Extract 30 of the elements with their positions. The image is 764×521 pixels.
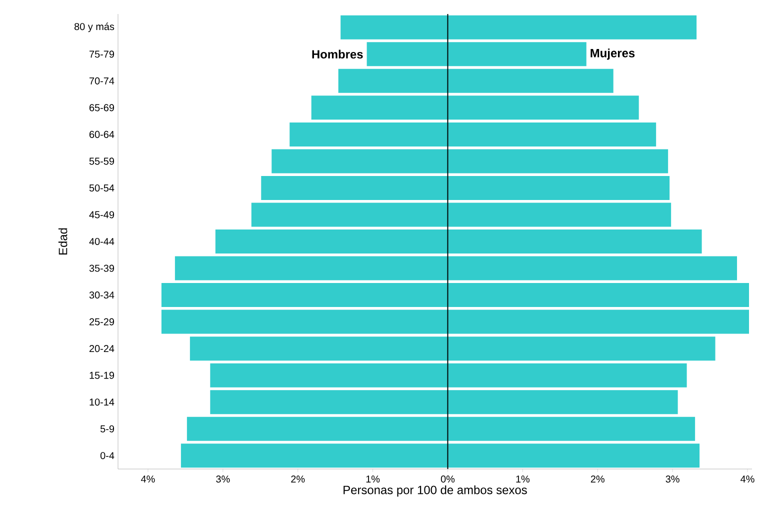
y-tick-label: 40-44 (89, 238, 114, 246)
y-tick-label: 70-74 (90, 77, 114, 84)
y-tick-label: 65-69 (90, 104, 114, 112)
series-label: Mujeres (590, 48, 635, 60)
x-tick-label: 4% (740, 476, 754, 482)
y-tick-label: 45-49 (89, 211, 114, 218)
y-tick-label: 20-24 (90, 345, 114, 352)
y-tick-label: 75-79 (90, 50, 114, 58)
y-tick-label: 10-14 (90, 398, 114, 406)
x-tick-label: 1% (516, 476, 530, 482)
y-tick-label: 55-59 (89, 158, 114, 165)
x-tick-label: 0% (440, 476, 455, 483)
y-tick-label: 25-29 (90, 318, 114, 326)
x-tick-label: 3% (216, 476, 230, 483)
y-tick-label: 35-39 (89, 264, 114, 272)
y-axis-title: Edad (58, 228, 68, 254)
y-tick-label: 30-34 (89, 292, 114, 299)
x-tick-label: 2% (590, 476, 604, 483)
x-tick-label: 1% (366, 476, 380, 482)
y-tick-label: 5-9 (100, 425, 114, 432)
series-label: Hombres (312, 50, 363, 59)
y-tick-label: 80 y más (74, 22, 114, 32)
y-tick-label: 60-64 (90, 130, 114, 138)
x-tick-label: 2% (291, 476, 305, 483)
x-axis-title: Personas por 100 de ambos sexos (344, 485, 527, 497)
x-tick-label: 4% (141, 476, 155, 482)
y-tick-label: 50-54 (89, 184, 114, 192)
x-tick-label: 3% (666, 476, 680, 483)
y-tick-label: 0-4 (100, 452, 114, 460)
y-tick-label: 15-19 (90, 372, 114, 379)
